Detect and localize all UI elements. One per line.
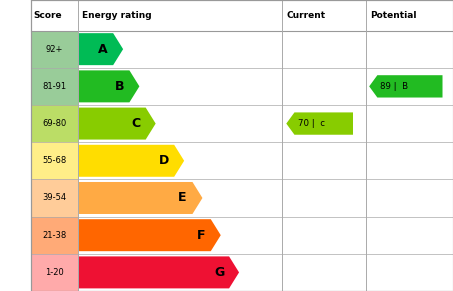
Bar [282,68,366,105]
Bar [78,217,282,254]
Bar [282,217,366,254]
Bar [366,68,453,105]
Polygon shape [78,219,221,251]
Bar [31,68,78,105]
Bar [282,254,366,291]
Polygon shape [78,33,123,65]
Bar [366,254,453,291]
Bar [282,105,366,142]
Polygon shape [286,112,353,135]
Polygon shape [78,145,184,177]
Bar [282,142,366,179]
Text: 69-80: 69-80 [43,119,67,128]
Text: 39-54: 39-54 [43,194,67,203]
Text: F: F [197,229,205,242]
Bar [31,105,78,142]
Bar [366,179,453,217]
Text: Current: Current [286,11,325,20]
Text: 89 |  B: 89 | B [380,82,408,91]
Polygon shape [78,182,202,214]
Text: C: C [131,117,140,130]
Polygon shape [78,70,140,102]
Text: E: E [178,191,187,205]
Polygon shape [78,256,239,288]
Bar [31,179,78,217]
Bar [31,217,78,254]
Bar [78,68,282,105]
Polygon shape [369,75,443,97]
Bar [31,254,78,291]
Text: G: G [214,266,224,279]
Bar [31,142,78,179]
Bar [366,31,453,68]
Bar [282,179,366,217]
Bar [366,142,453,179]
Bar [31,31,78,68]
Bar [366,105,453,142]
Bar [366,217,453,254]
Bar [78,179,282,217]
Text: 21-38: 21-38 [43,231,67,240]
Text: 70 |  c: 70 | c [298,119,325,128]
Text: 92+: 92+ [46,45,63,54]
Text: A: A [98,43,108,56]
Text: 55-68: 55-68 [43,156,67,165]
Polygon shape [78,108,156,140]
Bar [78,31,282,68]
Text: 1-20: 1-20 [45,268,64,277]
Text: Energy rating: Energy rating [82,11,152,20]
Bar [78,254,282,291]
Text: Potential: Potential [370,11,417,20]
Text: Score: Score [33,11,62,20]
Bar [78,142,282,179]
Text: 81-91: 81-91 [43,82,67,91]
Bar [78,105,282,142]
Bar [31,0,453,31]
Text: D: D [159,154,169,167]
Text: B: B [115,80,124,93]
Bar [282,31,366,68]
